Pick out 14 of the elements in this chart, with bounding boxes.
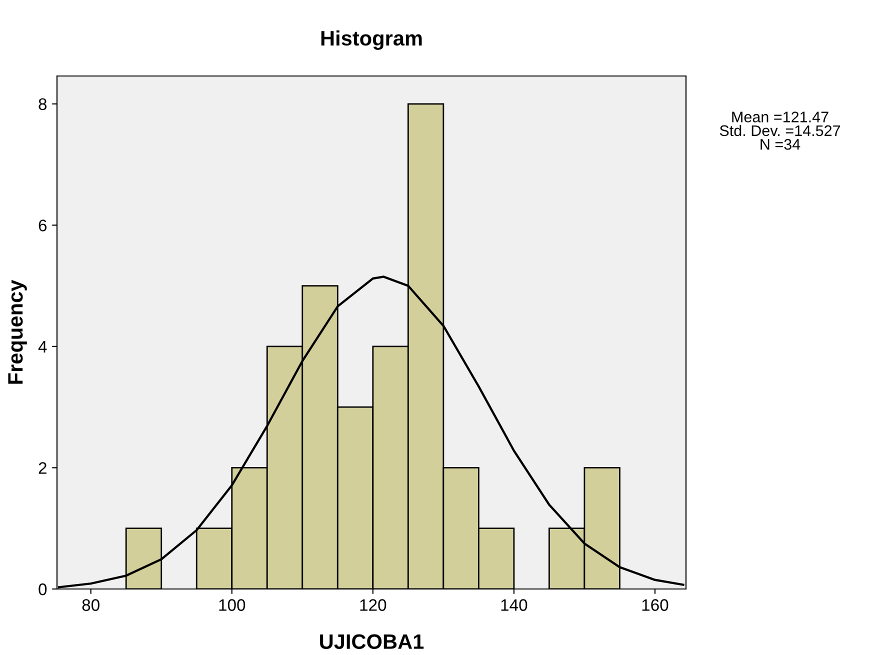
y-tick-label: 6: [38, 220, 47, 232]
x-tick-label: 160: [642, 599, 668, 611]
chart-title: Histogram: [321, 30, 422, 50]
x-tick-label: 100: [219, 599, 246, 611]
y-axis-title: Frequency: [8, 280, 27, 384]
text: Mean =121.47 Std. Dev. =14.527 N =34: [720, 112, 840, 150]
y-tick-label: 4: [38, 341, 47, 352]
y-tick-label: 8: [38, 98, 47, 110]
x-axis-title: UJICOBA1: [320, 634, 424, 650]
x-tick-label: 140: [501, 599, 528, 611]
x-tick-label: 120: [360, 599, 386, 611]
x-tick-label: 80: [82, 599, 100, 611]
y-tick-label: 0: [38, 583, 47, 596]
y-tick-label: 2: [38, 462, 46, 474]
